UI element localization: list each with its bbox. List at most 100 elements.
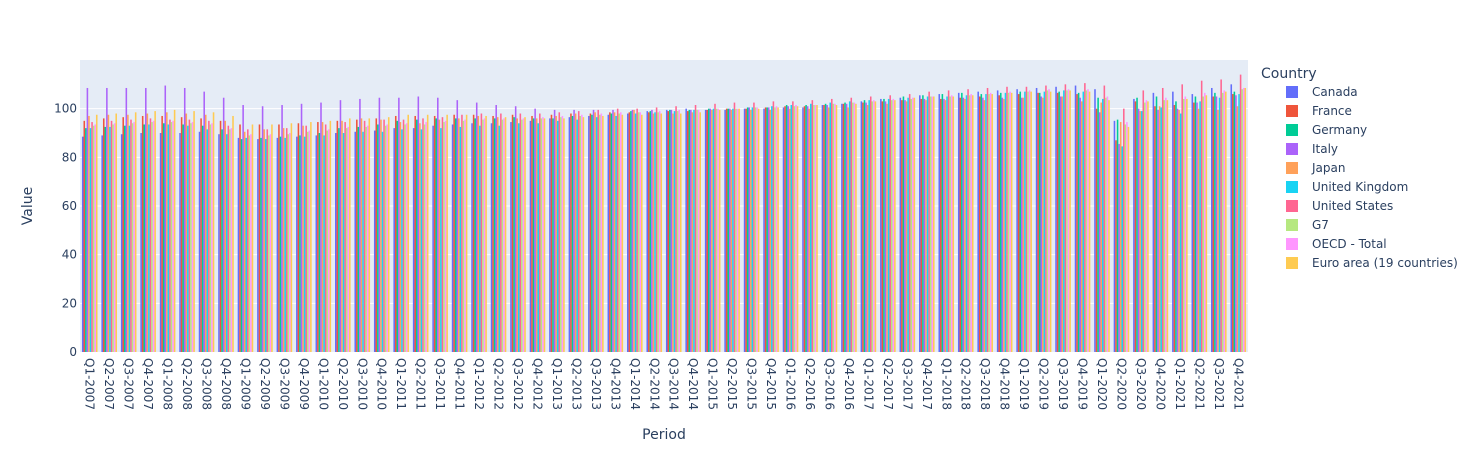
x-tick-label: Q1-2017	[861, 358, 875, 410]
bar	[556, 120, 559, 352]
bar	[320, 102, 322, 352]
bar	[1181, 84, 1183, 352]
bar	[805, 105, 807, 353]
bar	[349, 118, 351, 353]
bar	[679, 113, 682, 352]
bar	[1142, 90, 1145, 353]
bar	[715, 108, 718, 352]
bar	[1042, 97, 1044, 352]
bar	[360, 118, 363, 353]
bar	[1102, 98, 1104, 353]
bar	[218, 134, 220, 352]
bar	[926, 96, 929, 352]
bar	[211, 123, 213, 353]
legend-label: Euro area (19 countries)	[1312, 256, 1458, 270]
bar	[814, 105, 817, 353]
bar	[1225, 91, 1227, 352]
bar	[532, 118, 535, 353]
bar	[999, 92, 1002, 352]
bar	[462, 120, 465, 352]
bar	[929, 96, 932, 352]
bar	[714, 103, 716, 352]
bar	[550, 114, 553, 352]
bar	[472, 114, 475, 352]
bar	[282, 128, 285, 352]
bar	[827, 107, 830, 352]
legend-item[interactable]: Euro area (19 countries)	[1286, 256, 1458, 270]
legend-item[interactable]: G7	[1286, 218, 1329, 232]
bar	[384, 125, 387, 352]
bar	[639, 112, 642, 352]
legend-item[interactable]: Italy	[1286, 142, 1338, 156]
x-tick-label: Q3-2008	[200, 358, 214, 410]
legend-item[interactable]: Germany	[1286, 123, 1367, 137]
x-tick-label: Q4-2007	[141, 358, 155, 410]
bar	[1160, 107, 1162, 352]
bar	[120, 134, 123, 352]
legend-swatch	[1286, 124, 1298, 136]
x-tick-label: Q2-2008	[180, 358, 194, 410]
bar	[1123, 108, 1125, 352]
bar	[368, 118, 371, 353]
bar	[890, 100, 893, 353]
y-axis-title: Value	[20, 187, 36, 225]
bar	[873, 100, 875, 353]
bar	[230, 128, 233, 352]
bar	[240, 139, 243, 352]
bar	[631, 109, 634, 352]
legend-item[interactable]: Japan	[1286, 161, 1345, 175]
bar	[140, 133, 142, 352]
bar	[1035, 87, 1038, 352]
bar	[745, 108, 747, 352]
bar	[281, 105, 283, 353]
bar	[164, 85, 167, 353]
bar	[342, 133, 345, 352]
bar	[648, 112, 650, 352]
bar	[1134, 101, 1137, 353]
legend-item[interactable]: United Kingdom	[1286, 180, 1408, 194]
bar	[676, 111, 679, 352]
bar	[1242, 87, 1245, 352]
bar	[300, 103, 303, 352]
bar	[615, 115, 617, 352]
x-tick-label: Q2-2020	[1114, 358, 1128, 410]
bar	[558, 112, 561, 352]
bar	[607, 114, 610, 352]
bar	[549, 118, 551, 353]
bar	[516, 118, 518, 353]
legend-item[interactable]: OECD - Total	[1286, 237, 1387, 251]
bar	[209, 124, 212, 352]
legend-swatch	[1286, 200, 1298, 212]
bar	[853, 102, 856, 352]
bar	[1165, 97, 1167, 352]
legend-item[interactable]: United States	[1286, 199, 1393, 213]
bar	[303, 136, 306, 352]
bar	[485, 115, 487, 352]
bar	[1178, 109, 1180, 352]
bar	[738, 108, 740, 352]
bar	[613, 112, 616, 352]
bar	[104, 126, 107, 352]
bar	[422, 118, 424, 353]
bar	[1121, 146, 1124, 352]
x-tick-label: Q3-2021	[1212, 358, 1226, 410]
bar	[1055, 86, 1057, 353]
bar	[1176, 108, 1179, 352]
bar	[498, 125, 501, 352]
bar	[757, 108, 760, 352]
legend-item[interactable]: France	[1286, 104, 1352, 118]
bar	[983, 100, 986, 353]
bar	[803, 106, 806, 352]
bar	[393, 128, 395, 352]
bar	[1003, 98, 1005, 353]
legend-item[interactable]: Canada	[1286, 85, 1358, 99]
bar	[696, 109, 698, 352]
bar	[443, 122, 445, 352]
bar	[299, 135, 301, 352]
bar	[881, 101, 884, 353]
bar	[718, 109, 721, 352]
bar	[471, 123, 473, 353]
bar	[1157, 109, 1159, 352]
bar	[279, 136, 282, 352]
x-tick-label: Q4-2013	[608, 358, 622, 410]
